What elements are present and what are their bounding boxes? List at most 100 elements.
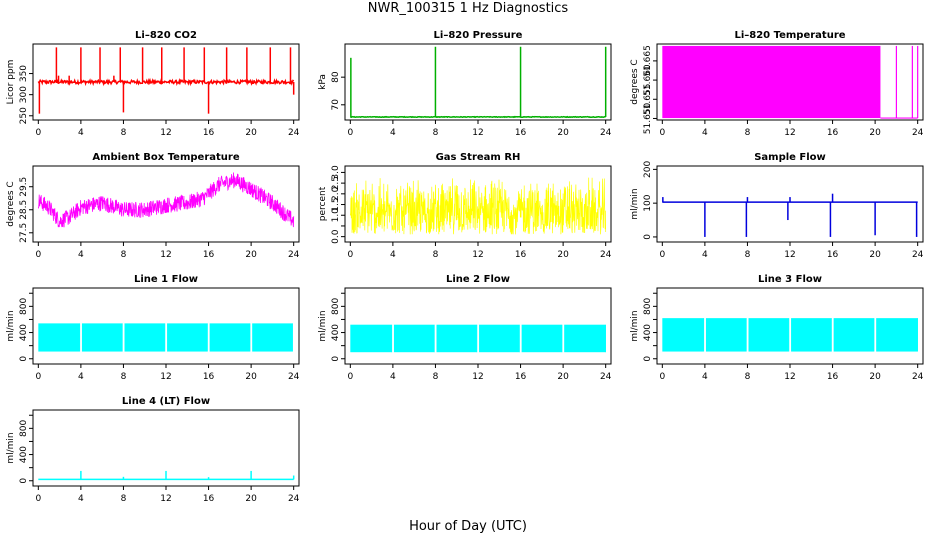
x-tick-label: 0 [347,250,353,260]
x-tick-label: 8 [433,250,439,260]
x-tick-label: 12 [160,372,171,382]
y-axis-label: ml/min [6,432,16,463]
x-tick-label: 24 [288,250,300,260]
y-tick-label: 1.5 [331,197,341,211]
y-axis-label: kPa [318,74,328,90]
data-series [662,193,918,237]
x-tick-label: 20 [245,250,257,260]
data-series [350,324,606,353]
x-tick-label: 8 [121,128,127,138]
x-tick-label: 8 [433,128,439,138]
x-tick-label: 4 [702,250,708,260]
x-tick-label: 16 [515,128,527,138]
panel-title: Sample Flow [754,152,826,163]
x-tick-label: 8 [745,372,751,382]
data-series [38,470,295,481]
x-tick-label: 20 [245,128,257,138]
figure-x-axis-label: Hour of Day (UTC) [409,519,527,534]
x-tick-label: 16 [203,128,215,138]
y-tick-label: 400 [19,324,29,341]
x-tick-label: 16 [515,372,527,382]
panel-title: Line 1 Flow [134,274,198,285]
x-tick-label: 12 [160,128,171,138]
y-tick-label: 800 [331,297,341,314]
flow-band [876,318,918,352]
y-tick-label: 70 [331,99,341,111]
flow-band [791,318,832,352]
x-tick-label: 0 [35,372,41,382]
panel-title: Line 4 (LT) Flow [122,396,210,407]
x-tick-label: 12 [784,128,795,138]
panel-title: Line 3 Flow [758,274,822,285]
x-tick-label: 20 [557,372,569,382]
data-series [662,318,918,352]
panel-4: Ambient Box Temperature 0 4 8 12 16 20 24 27.5 28… [6,152,300,260]
flow-band [705,318,747,352]
x-tick-label: 0 [347,128,353,138]
y-axis-label: ml/min [6,310,16,341]
data-series [350,46,607,119]
x-tick-label: 0 [659,128,665,138]
x-tick-label: 24 [912,250,924,260]
x-tick-label: 8 [121,250,127,260]
plot-frame [656,165,924,243]
flow-band [564,324,606,353]
x-tick-label: 0 [347,372,353,382]
x-tick-label: 24 [288,128,300,138]
flow-band [662,318,704,352]
y-tick-label: 51.665 [643,45,653,76]
panel-title: Line 2 Flow [446,274,510,285]
y-axis-label: ml/min [630,188,640,219]
flow-band [479,324,520,353]
y-axis-label: ml/min [318,310,328,341]
x-tick-label: 24 [600,250,612,260]
temperature-fill [662,45,881,119]
x-tick-label: 12 [784,250,795,260]
panel-3: Li–820 Temperature 0 4 8 12 16 20 24 51.65051.65… [630,30,924,138]
y-tick-label: 27.5 [19,223,29,243]
flow-band [252,323,293,352]
x-tick-label: 12 [472,250,483,260]
x-tick-label: 24 [288,372,300,382]
x-tick-label: 4 [390,372,396,382]
data-series [349,177,607,235]
y-tick-label: 300 [19,86,29,103]
x-tick-label: 4 [702,372,708,382]
x-tick-label: 8 [433,372,439,382]
x-tick-label: 24 [600,372,612,382]
x-tick-label: 4 [390,250,396,260]
panel-title: Ambient Box Temperature [92,152,239,163]
x-tick-label: 4 [78,494,84,504]
y-tick-label: 0 [643,356,653,362]
flow-band [436,324,477,353]
y-tick-label: 1.0 [331,208,341,223]
x-tick-label: 12 [160,250,171,260]
flow-band [167,323,208,352]
y-axis-label: degrees C [6,181,16,226]
y-tick-label: 2.0 [331,186,341,201]
flow-band [833,318,875,352]
flow-band [393,324,435,353]
x-tick-label: 8 [745,250,751,260]
x-tick-label: 16 [515,250,527,260]
data-series [38,323,293,352]
x-tick-label: 24 [912,372,924,382]
flow-band [38,323,80,352]
x-tick-label: 12 [472,128,483,138]
panel-title: Li–820 Pressure [434,30,523,41]
flow-band [521,324,563,353]
data-series [37,172,295,228]
x-tick-label: 20 [245,372,257,382]
y-tick-label: 0 [643,234,653,240]
x-tick-label: 4 [702,128,708,138]
y-tick-label: 0 [19,356,29,362]
y-tick-label: 250 [19,107,29,124]
plot-frame [344,43,612,121]
x-tick-label: 12 [784,372,795,382]
rh-trace [349,177,607,235]
